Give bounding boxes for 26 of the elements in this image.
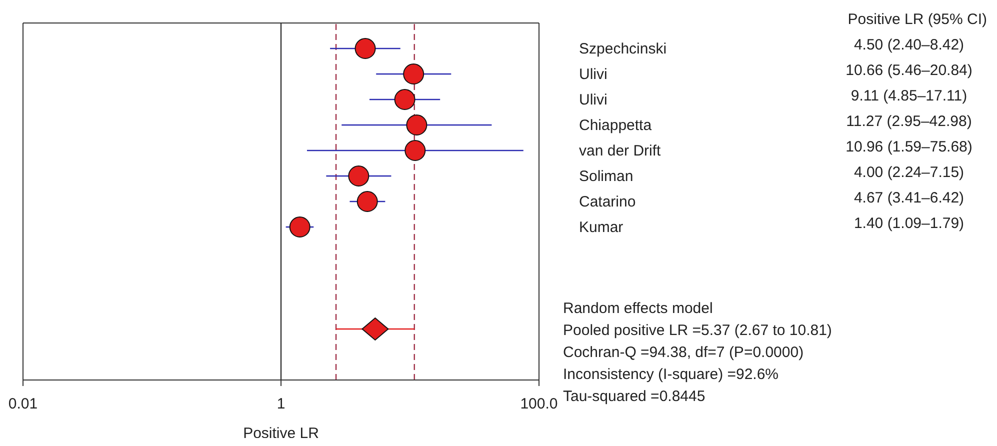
data-label: 10.66 (5.46–20.84) <box>846 62 972 79</box>
x-tick-label: 0.01 <box>8 396 38 413</box>
y-tick-label: Catarino <box>579 194 636 210</box>
y-tick-label: van der Drift <box>579 142 662 160</box>
y-tick-label: Szpechcinski <box>579 40 667 58</box>
data-label: 9.11 (4.85–17.11) <box>850 88 968 104</box>
x-axis-title: Positive LR <box>243 425 320 442</box>
text: Inconsistency (I-square) =92.6% <box>563 365 780 385</box>
data-label: 4.67 (3.41–6.42) <box>854 190 964 206</box>
y-tick-label: Ulivi <box>579 66 608 83</box>
data-label: 11.27 (2.95–42.98) <box>846 113 972 130</box>
y-tick-label: Chiappetta <box>579 117 652 134</box>
text: Tau-squared =0.8445 <box>563 387 706 407</box>
text: Positive LR (95% CI) <box>848 11 987 28</box>
data-label: 1.40 (1.09–1.79) <box>854 215 964 232</box>
y-tick-label: Ulivi <box>579 92 608 108</box>
y-tick-label: Kumar <box>579 219 624 236</box>
data-label: 10.96 (1.59–75.68) <box>846 138 972 156</box>
text: Cochran-Q =94.38, df=7 (P=0.0000) <box>563 343 805 363</box>
data-label: 4.50 (2.40–8.42) <box>854 36 964 54</box>
data-label: 4.00 (2.24–7.15) <box>854 164 964 181</box>
x-tick-label: 100.0 <box>520 396 558 413</box>
y-tick-label: Soliman <box>579 168 634 185</box>
text: Pooled positive LR =5.37 (2.67 to 10.81) <box>563 321 832 341</box>
x-tick-label: 1 <box>276 396 286 413</box>
text: Random effects model <box>563 299 714 319</box>
